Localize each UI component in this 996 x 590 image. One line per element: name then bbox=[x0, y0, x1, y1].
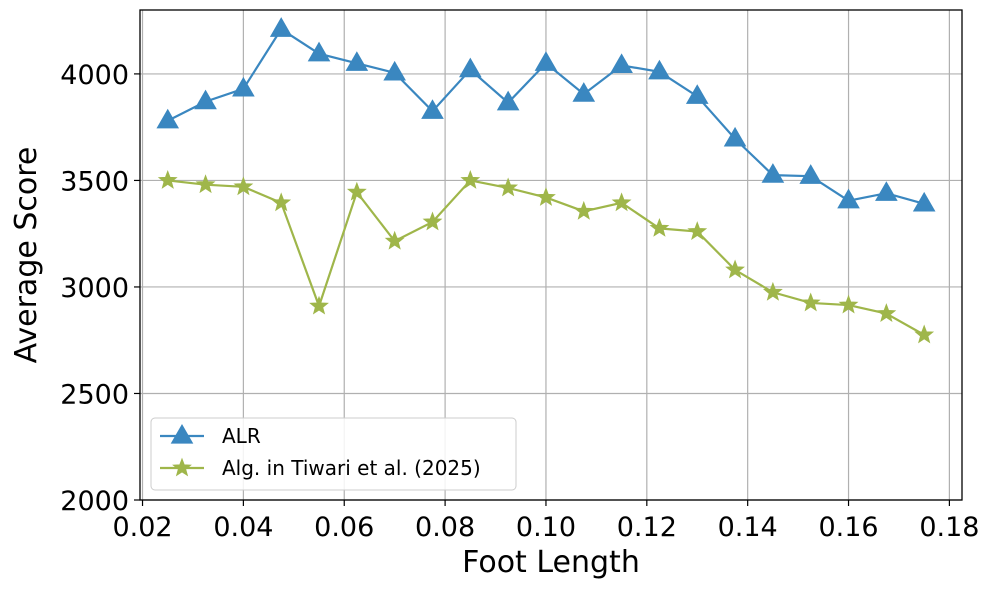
legend: ALR Alg. in Tiwari et al. (2025) bbox=[150, 417, 517, 491]
data-point bbox=[307, 41, 331, 62]
data-point bbox=[649, 217, 670, 237]
data-point bbox=[761, 163, 785, 183]
y-tick-label: 2500 bbox=[60, 379, 129, 410]
data-point bbox=[233, 176, 254, 196]
data-point bbox=[610, 53, 633, 74]
plot-frame bbox=[139, 9, 963, 501]
data-point bbox=[269, 17, 293, 37]
data-point bbox=[914, 324, 935, 344]
data-point bbox=[498, 177, 519, 197]
legend-marker bbox=[170, 423, 194, 444]
y-tick-label: 4000 bbox=[60, 60, 129, 91]
x-tick-label: 0.10 bbox=[516, 512, 576, 543]
series-tiwari bbox=[157, 170, 935, 344]
data-point bbox=[687, 221, 708, 240]
data-point bbox=[384, 230, 405, 250]
data-point bbox=[723, 126, 747, 147]
data-point bbox=[875, 181, 898, 201]
data-point bbox=[573, 200, 594, 220]
legend-label: Alg. in Tiwari et al. (2025) bbox=[222, 456, 481, 480]
data-point bbox=[800, 292, 821, 312]
legend-marker bbox=[172, 457, 192, 477]
x-tick-label: 0.12 bbox=[617, 512, 677, 543]
x-tick-label: 0.08 bbox=[415, 512, 475, 543]
data-point bbox=[309, 295, 329, 315]
data-point bbox=[157, 170, 178, 189]
data-point bbox=[799, 164, 823, 184]
data-point bbox=[876, 303, 897, 323]
data-point bbox=[421, 99, 444, 119]
data-point bbox=[685, 84, 709, 104]
data-point bbox=[725, 259, 745, 279]
y-tick-label: 3000 bbox=[60, 273, 129, 304]
data-point bbox=[383, 60, 406, 81]
series-layer bbox=[156, 17, 936, 344]
legend-box bbox=[150, 417, 517, 491]
data-point bbox=[648, 59, 671, 80]
data-point bbox=[156, 108, 180, 129]
y-tick-label: 2000 bbox=[60, 486, 129, 517]
data-point bbox=[232, 76, 255, 97]
data-point bbox=[194, 89, 217, 110]
data-point bbox=[496, 90, 520, 111]
data-point bbox=[536, 187, 556, 206]
data-point bbox=[611, 192, 632, 212]
series-alr bbox=[156, 17, 936, 212]
data-point bbox=[271, 192, 292, 212]
data-point bbox=[912, 191, 936, 212]
x-tick-label: 0.14 bbox=[718, 512, 778, 543]
x-tick-label: 0.18 bbox=[919, 512, 979, 543]
y-axis-label: Average Score bbox=[9, 147, 44, 364]
data-point bbox=[837, 188, 860, 209]
x-tick-label: 0.16 bbox=[818, 512, 878, 543]
data-point bbox=[458, 57, 482, 78]
data-point bbox=[460, 170, 481, 189]
data-point bbox=[534, 51, 558, 71]
x-tick-label: 0.06 bbox=[314, 512, 374, 543]
data-point bbox=[572, 82, 596, 102]
data-point bbox=[762, 281, 783, 301]
data-point bbox=[422, 211, 443, 231]
data-point bbox=[346, 181, 367, 201]
legend-entry: ALR bbox=[160, 423, 261, 448]
data-point bbox=[838, 294, 859, 314]
data-point bbox=[195, 174, 216, 194]
legend-label: ALR bbox=[222, 424, 261, 448]
axis-ticks: 0.02 0.04 0.06 0.08 0.10 0.12 0.14 0.16 0.18 2000… bbox=[60, 60, 979, 543]
data-point bbox=[345, 51, 369, 71]
y-tick-label: 3500 bbox=[60, 166, 129, 197]
x-axis-label: Foot Length bbox=[462, 545, 640, 580]
legend-entry: Alg. in Tiwari et al. (2025) bbox=[160, 456, 481, 480]
x-tick-label: 0.02 bbox=[112, 512, 172, 543]
x-tick-label: 0.04 bbox=[213, 512, 273, 543]
